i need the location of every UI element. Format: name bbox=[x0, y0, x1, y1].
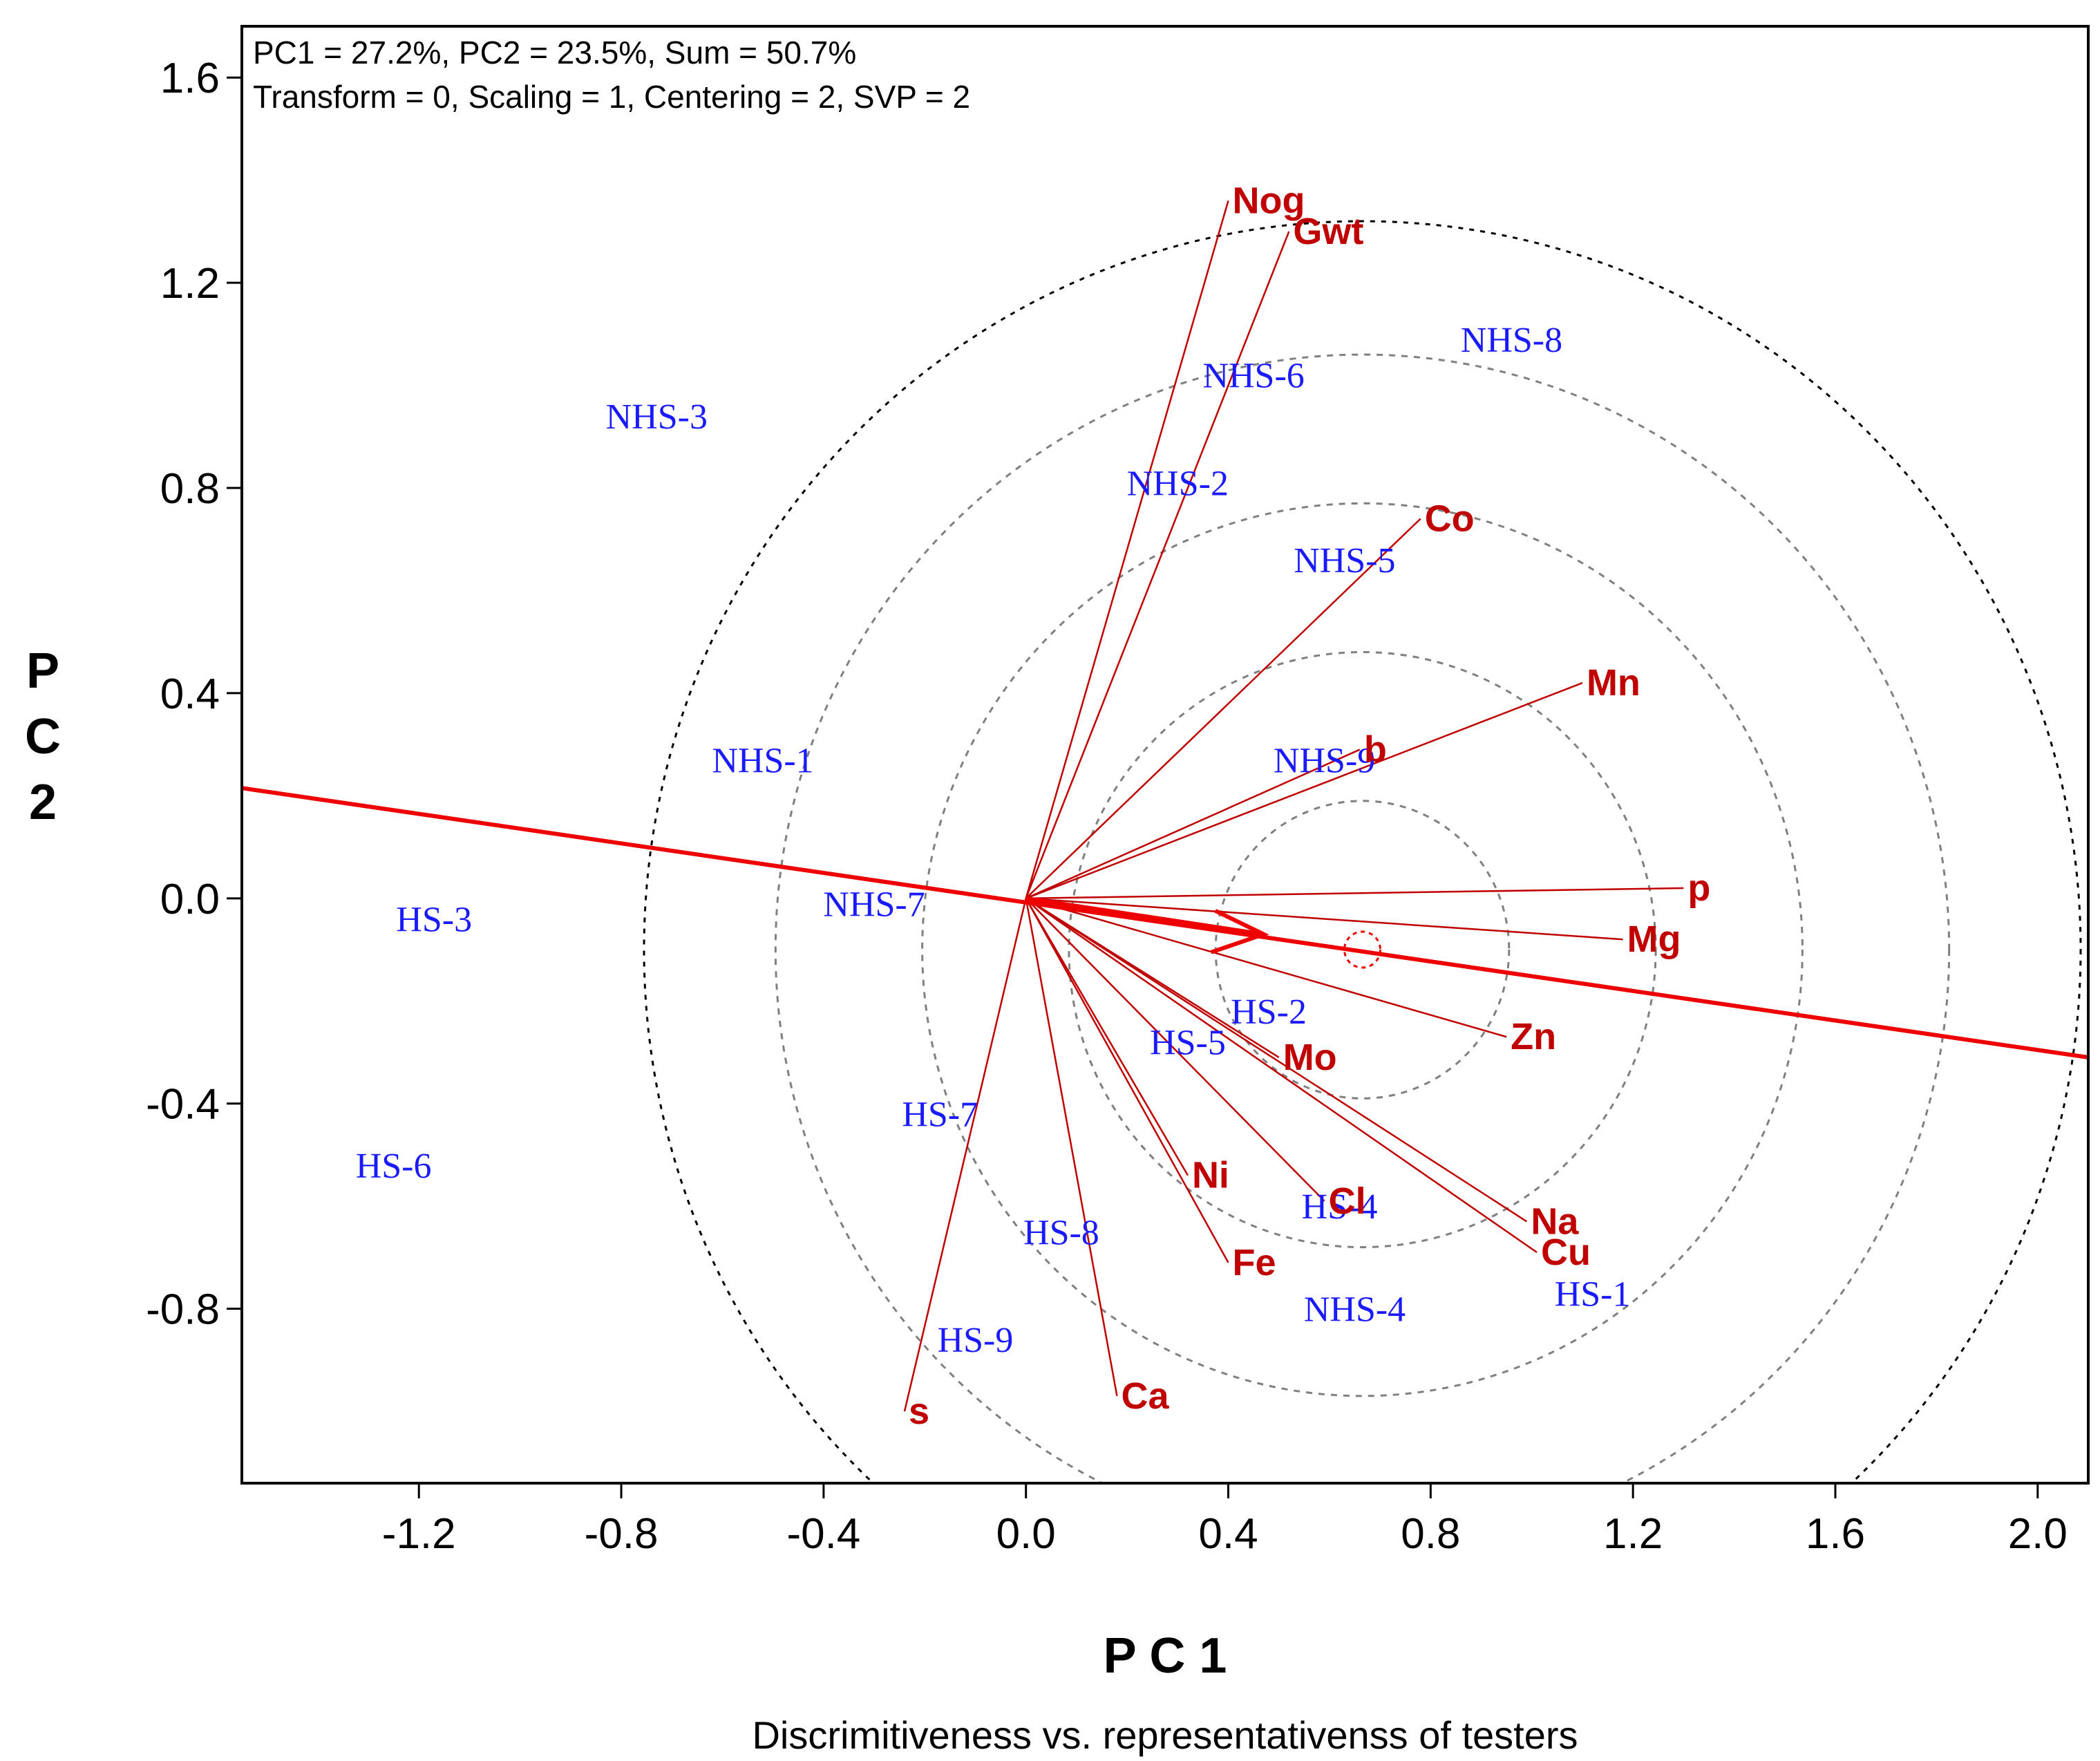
vector-gwt bbox=[1025, 231, 1290, 899]
concentric-circle-4 bbox=[775, 353, 1950, 1483]
genotype-nhs-6: NHS-6 bbox=[1202, 357, 1304, 396]
genotype-hs-4: HS-4 bbox=[1302, 1187, 1378, 1227]
y-tick-label: 0.8 bbox=[160, 465, 220, 513]
y-tick-label: 0.4 bbox=[160, 670, 220, 718]
x-axis-title: P C 1 bbox=[1104, 1628, 1227, 1684]
x-axis-ticks: -1.2 -0.8 -0.4 0.0 0.4 0.8 1.2 1.6 2.0 bbox=[382, 1483, 2068, 1558]
vector-nog bbox=[1025, 200, 1229, 899]
trait-label-cl: Cl bbox=[1329, 1180, 1366, 1222]
average-tester-axis-line bbox=[242, 786, 2088, 1060]
y-tick-label: -0.4 bbox=[146, 1081, 220, 1129]
vector-mg bbox=[1025, 897, 1623, 941]
y-axis-title-p: P bbox=[26, 643, 59, 699]
average-tester-arrowhead bbox=[1210, 909, 1269, 954]
trait-label-ni: Ni bbox=[1192, 1155, 1229, 1196]
y-axis-title-2: 2 bbox=[29, 775, 57, 830]
genotype-nhs-3: NHS-3 bbox=[606, 397, 708, 437]
plot-frame bbox=[240, 25, 2090, 1485]
trait-label-cu: Cu bbox=[1541, 1232, 1591, 1273]
trait-label-gwt: Gwt bbox=[1293, 211, 1363, 252]
vector-fe bbox=[1025, 898, 1229, 1263]
trait-label-mn: Mn bbox=[1587, 662, 1640, 704]
genotype-hs-9: HS-9 bbox=[938, 1321, 1014, 1360]
vector-na bbox=[1025, 897, 1528, 1223]
y-tick-label: 1.2 bbox=[160, 260, 220, 308]
genotype-nhs-7: NHS-7 bbox=[823, 885, 925, 924]
outer-circle bbox=[643, 220, 2082, 1483]
y-tick-label: 1.6 bbox=[160, 55, 220, 102]
vector-zn bbox=[1025, 897, 1507, 1038]
trait-label-p: p bbox=[1687, 867, 1710, 909]
trait-label-mo: Mo bbox=[1283, 1037, 1337, 1078]
y-tick-label: -0.8 bbox=[146, 1286, 220, 1334]
genotype-nhs-2: NHS-2 bbox=[1127, 464, 1229, 504]
vector-b bbox=[1025, 748, 1361, 899]
genotype-nhs-5: NHS-5 bbox=[1294, 541, 1395, 581]
x-tick-label: 1.6 bbox=[1806, 1510, 1865, 1558]
vector-mn bbox=[1025, 681, 1583, 899]
plot-area-background bbox=[242, 26, 2088, 1483]
genotype-nhs-9: NHS-9 bbox=[1274, 741, 1375, 780]
concentric-circle-2 bbox=[1068, 651, 1657, 1249]
vector-ca bbox=[1025, 898, 1118, 1397]
trait-label-fe: Fe bbox=[1233, 1242, 1276, 1283]
x-tick-label: 1.2 bbox=[1603, 1510, 1663, 1558]
vector-ni bbox=[1025, 898, 1189, 1176]
concentric-circle-3 bbox=[921, 502, 1804, 1397]
info-line-1: PC1 = 27.2%, PC2 = 23.5%, Sum = 50.7% bbox=[253, 35, 856, 70]
trait-label-ca: Ca bbox=[1121, 1375, 1169, 1417]
average-tester-arrow-shaft bbox=[1025, 896, 1265, 936]
x-tick-label: 0.0 bbox=[996, 1510, 1056, 1558]
genotype-hs-2: HS-2 bbox=[1231, 992, 1307, 1032]
trait-label-b: b bbox=[1364, 729, 1387, 771]
genotype-hs-6: HS-6 bbox=[356, 1147, 432, 1186]
vector-cu bbox=[1025, 897, 1538, 1254]
average-tester-point bbox=[1343, 930, 1382, 969]
trait-vectors bbox=[903, 200, 1684, 1412]
vector-cl bbox=[1025, 897, 1325, 1202]
y-axis-title-c: C bbox=[25, 709, 61, 764]
y-tick-label: 0.0 bbox=[160, 876, 220, 923]
genotype-nhs-8: NHS-8 bbox=[1461, 321, 1562, 360]
trait-label-zn: Zn bbox=[1511, 1016, 1556, 1057]
genotype-hs-5: HS-5 bbox=[1150, 1024, 1226, 1063]
trait-label-s: s bbox=[909, 1391, 929, 1432]
genotype-hs-8: HS-8 bbox=[1023, 1213, 1099, 1252]
x-tick-label: 0.4 bbox=[1198, 1510, 1258, 1558]
genotype-hs-7: HS-7 bbox=[902, 1095, 978, 1135]
average-tester-axis bbox=[242, 786, 2088, 1060]
x-tick-label: 0.8 bbox=[1401, 1510, 1460, 1558]
trait-label-na: Na bbox=[1531, 1200, 1579, 1242]
x-tick-label: -1.2 bbox=[382, 1510, 456, 1558]
genotype-labels: NHS-8 NHS-6 NHS-3 NHS-2 NHS-5 NHS-9 NHS-1 NHS-7… bbox=[356, 321, 1631, 1360]
info-line-2: Transform = 0, Scaling = 1, Centering = … bbox=[253, 79, 970, 115]
x-tick-label: -0.4 bbox=[786, 1510, 860, 1558]
x-tick-label: 2.0 bbox=[2008, 1510, 2068, 1558]
chart-caption: Discrimitiveness vs. representativenss o… bbox=[752, 1713, 1578, 1757]
trait-label-mg: Mg bbox=[1627, 919, 1681, 960]
genotype-nhs-1: NHS-1 bbox=[712, 741, 813, 780]
trait-label-co: Co bbox=[1425, 498, 1475, 540]
y-axis-ticks: 1.6 1.2 0.8 0.4 0.0 -0.4 -0.8 bbox=[146, 55, 242, 1334]
genotype-hs-3: HS-3 bbox=[396, 901, 472, 940]
genotype-hs-1: HS-1 bbox=[1555, 1274, 1631, 1314]
vector-co bbox=[1025, 518, 1421, 899]
x-tick-label: -0.8 bbox=[585, 1510, 659, 1558]
trait-label-nog: Nog bbox=[1233, 180, 1305, 221]
genotype-nhs-4: NHS-4 bbox=[1304, 1290, 1406, 1330]
vector-p bbox=[1025, 887, 1684, 900]
vector-s bbox=[903, 898, 1027, 1412]
